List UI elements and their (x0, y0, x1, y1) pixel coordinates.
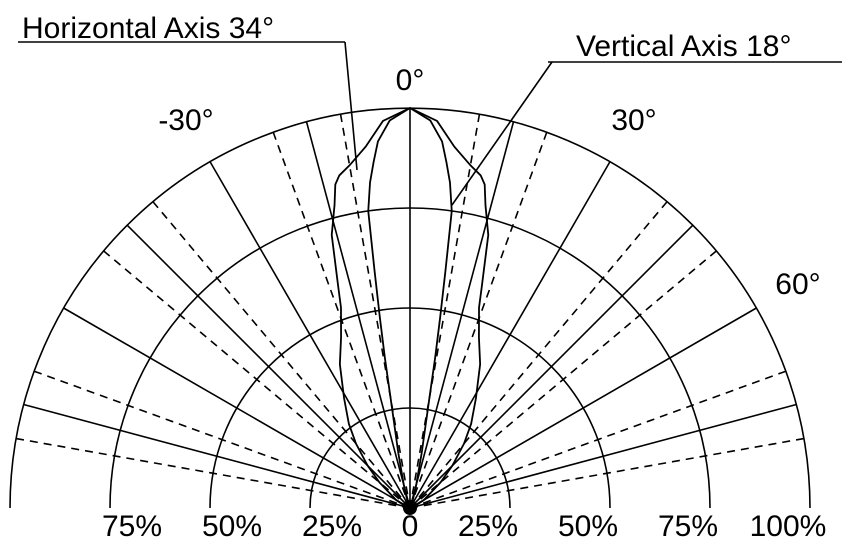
grid-spoke (409, 161, 611, 509)
grid-spoke-minor (409, 437, 805, 509)
x-tick-label: 50% (202, 510, 262, 543)
angle-label: 60° (775, 268, 820, 301)
x-tick-label: 50% (558, 510, 618, 543)
grid-spoke (409, 224, 694, 509)
grid-spoke (409, 403, 797, 509)
x-tick-label: 25% (458, 510, 518, 543)
angle-label: 0° (396, 64, 425, 97)
grid-spoke (23, 403, 411, 509)
x-tick-label: 0 (402, 510, 419, 543)
series-line (367, 106, 453, 509)
grid-spoke (209, 161, 411, 509)
grid-spoke (409, 121, 515, 509)
grid-spoke-minor (339, 113, 411, 509)
grid-spoke (126, 224, 411, 509)
grid-spoke-minor (15, 437, 411, 509)
grid-spoke (305, 121, 411, 509)
grid-spoke-minor (409, 250, 717, 509)
annotation-leader (344, 41, 358, 171)
grid-spoke-minor (409, 113, 481, 509)
x-tick-label: 75% (102, 510, 162, 543)
x-tick-label: 25% (302, 510, 362, 543)
series-annotation: Horizontal Axis 34° (22, 12, 274, 45)
x-tick-label: 100% (750, 510, 827, 543)
grid-spoke-minor (409, 370, 787, 509)
grid-spoke (409, 307, 757, 509)
grid-spoke-minor (33, 370, 411, 509)
grid-spoke-minor (152, 201, 411, 509)
series-annotation: Vertical Axis 18° (576, 30, 791, 63)
angle-label: 30° (611, 104, 656, 137)
angle-label: -30° (158, 104, 213, 137)
annotation-leader (451, 61, 553, 206)
grid-spoke-minor (409, 201, 668, 509)
x-tick-label: 75% (658, 510, 718, 543)
grid-spoke (63, 307, 411, 509)
grid-spoke-minor (103, 250, 411, 509)
